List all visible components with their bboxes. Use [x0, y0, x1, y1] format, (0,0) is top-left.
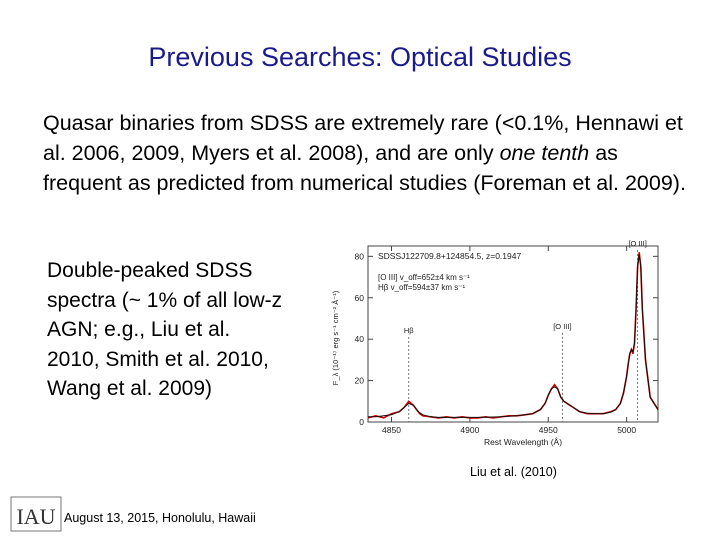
body-paragraph-double-peaked: Double-peaked SDSS spectra (~ 1% of all …: [47, 256, 337, 404]
y-tick-label: 80: [355, 251, 365, 261]
chart-legend-oiii: [O III] v_off=652±4 km s⁻¹: [378, 273, 470, 282]
para1-text-a: Quasar binaries from SDSS are extremely …: [43, 111, 683, 165]
spectrum-chart: 4850 4900 4950 5000 0 20 40 60 80 Hβ [O III] [O II…: [331, 239, 659, 447]
para2-line: 2010, Smith et al. 2010,: [47, 347, 269, 371]
emission-line-label: [O III]: [628, 239, 646, 248]
figure-citation: Liu et al. (2010): [470, 465, 557, 479]
para2-line: AGN; e.g., Liu et al.: [47, 318, 231, 341]
para2-line: Double-peaked SDSS: [47, 259, 253, 282]
series-model: [368, 254, 659, 418]
logo-frame: [10, 496, 62, 532]
chart-series: [367, 252, 659, 419]
logo-text: IAU: [16, 504, 55, 529]
x-tick-label: 4850: [382, 425, 401, 435]
chart-legend-hbeta: Hβ v_off=594±37 km s⁻¹: [378, 283, 465, 292]
chart-ylabel: F_λ (10⁻¹⁷ erg s⁻¹ cm⁻² Å⁻¹): [331, 290, 340, 385]
plot-frame: [367, 245, 659, 423]
para1-text-b: as frequent as predicted from numerical …: [43, 141, 686, 195]
emission-line-label: [O III]: [553, 322, 571, 331]
y-tick-label: 60: [355, 293, 365, 303]
y-tick-label: 0: [359, 417, 364, 427]
chart-ticks: 4850 4900 4950 5000 0 20 40 60 80: [355, 246, 658, 435]
x-tick-label: 5000: [617, 425, 636, 435]
y-tick-label: 40: [355, 334, 365, 344]
body-paragraph-binaries: Quasar binaries from SDSS are extremely …: [43, 108, 693, 198]
chart-xlabel: Rest Wavelength (Å): [484, 437, 562, 447]
footer-text: August 13, 2015, Honolulu, Hawaii: [64, 511, 256, 525]
iau-logo: IAU: [10, 496, 62, 532]
x-tick-label: 4950: [539, 425, 558, 435]
para2-line: Wang et al. 2009): [47, 377, 212, 400]
chart-object-name: SDSSJ122709.8+124854.5, z=0.1947: [378, 251, 521, 261]
emission-line-label: Hβ: [404, 326, 414, 335]
chart-lines: Hβ [O III] [O III]: [404, 239, 647, 422]
para2-line: spectra (~ 1% of all low-z: [47, 288, 283, 312]
chart-frame: [367, 245, 659, 423]
slide-title: Previous Searches: Optical Studies: [148, 42, 572, 72]
y-tick-label: 20: [355, 376, 365, 386]
para1-italic: one tenth: [499, 141, 590, 165]
x-tick-label: 4900: [460, 425, 479, 435]
